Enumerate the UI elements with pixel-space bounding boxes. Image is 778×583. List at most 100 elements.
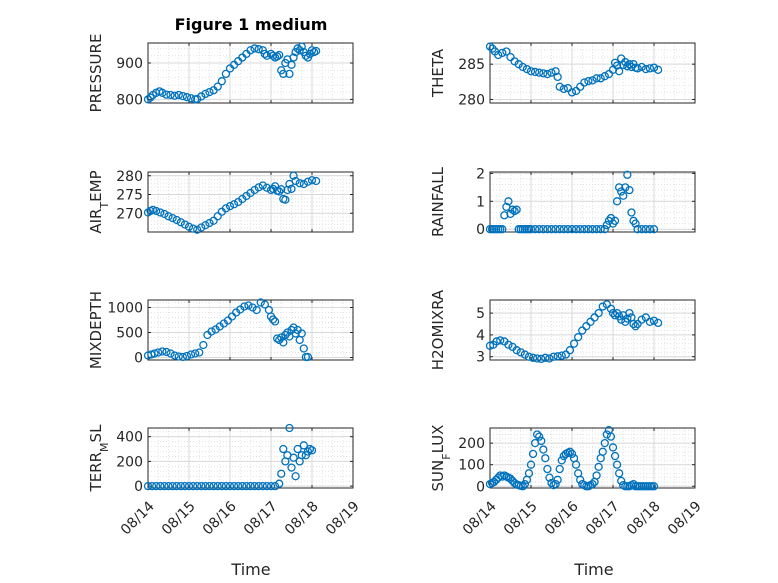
data-point: [584, 225, 593, 234]
data-point: [289, 171, 298, 180]
data-point: [201, 221, 210, 230]
data-point: [563, 225, 573, 234]
data-point: [543, 225, 552, 234]
data-point: [197, 481, 206, 491]
data-point: [555, 464, 564, 474]
data-point: [291, 472, 300, 481]
data-point: [592, 471, 601, 480]
data-point: [244, 301, 253, 310]
data-point: [279, 444, 288, 454]
data-point: [217, 481, 226, 491]
data-point: [533, 354, 542, 363]
data-point: [270, 481, 280, 491]
data-point: [545, 473, 554, 482]
data-point: [623, 170, 632, 179]
data-point: [623, 314, 632, 323]
data-point: [506, 474, 515, 483]
data-point: [154, 348, 163, 357]
data-point: [512, 205, 521, 214]
data-point: [250, 185, 259, 195]
data-point: [520, 350, 529, 359]
data-point: [262, 481, 272, 491]
data-point: [649, 482, 659, 491]
data-point: [530, 67, 540, 77]
data-point: [213, 481, 222, 491]
data-point: [625, 308, 634, 318]
data-point: [178, 352, 188, 362]
y-tick-label: 900: [116, 56, 143, 72]
data-point: [571, 86, 581, 96]
subplot-terrmsl: 0 200 400 08/14 08/15 08/16 08/17 08/18 08/19 TER…: [87, 423, 363, 538]
subplot-airtemp: 270 275 280 AIRTEMP: [87, 169, 354, 234]
axes-box: [489, 42, 696, 104]
data-point: [615, 183, 624, 192]
data-point: [541, 353, 550, 362]
data-point: [547, 225, 556, 234]
data-point: [158, 347, 167, 356]
data-point: [563, 84, 573, 93]
data-point: [608, 443, 618, 452]
y-axis-label-subscript: F: [440, 453, 453, 459]
data-point: [518, 482, 527, 491]
data-point: [576, 225, 585, 234]
data-point: [287, 184, 296, 194]
y-axis-label: AIRTEMP: [87, 170, 111, 233]
data-point: [182, 351, 192, 361]
subplot-sunflux: 0 100 200 08/14 08/15 08/16 08/17 08/18 08/19 SUN…: [429, 425, 705, 539]
data-point: [168, 213, 177, 223]
data-point: [637, 225, 646, 234]
data-point: [631, 322, 640, 331]
data-point: [510, 206, 519, 216]
data-point: [307, 446, 317, 455]
data-point: [516, 348, 525, 357]
data-point: [522, 64, 532, 74]
data-point: [498, 225, 507, 234]
data-point: [182, 93, 192, 102]
data-point: [610, 216, 620, 225]
data-point: [299, 441, 308, 450]
data-point: [637, 62, 646, 72]
y-axis-label-tail: LUX: [429, 425, 447, 454]
data-point: [508, 205, 517, 214]
data-point: [311, 176, 321, 186]
y-axis-label: MIXDEPTH: [87, 291, 105, 369]
data-point: [557, 456, 566, 465]
data-point: [592, 225, 601, 234]
y-tick-label: 270: [116, 206, 143, 222]
data-point: [299, 344, 308, 353]
data-point: [254, 45, 263, 54]
y-tick-label: 280: [116, 169, 143, 185]
data-point: [150, 349, 159, 358]
data-point: [164, 481, 173, 491]
data-point: [539, 445, 548, 454]
data-point: [604, 69, 614, 79]
data-point: [260, 300, 270, 309]
y-axis-label-main: RAINFALL: [429, 166, 447, 237]
data-point: [307, 46, 317, 55]
data-point: [172, 215, 181, 225]
data-point: [303, 177, 313, 186]
data-point: [287, 60, 296, 69]
axes-box: [147, 171, 354, 233]
data-point: [528, 449, 538, 459]
data-point: [162, 90, 171, 99]
data-point: [246, 481, 255, 491]
data-point: [229, 481, 239, 491]
data-point: [641, 64, 650, 74]
subplot-pressure: 800 900 PRESSURE: [87, 34, 354, 112]
y-tick-label: 0: [134, 479, 143, 495]
data-point: [594, 308, 603, 318]
data-point: [275, 50, 284, 60]
data-point: [631, 219, 640, 228]
data-point: [295, 179, 304, 188]
data-point: [176, 481, 185, 491]
y-axis-label-main: AIR: [87, 209, 105, 234]
data-point: [549, 352, 558, 361]
data-point: [160, 209, 169, 219]
axes-box: [489, 299, 696, 361]
data-point: [539, 225, 548, 234]
data-point: [168, 481, 177, 491]
data-point: [205, 481, 214, 491]
data-point: [496, 336, 505, 345]
